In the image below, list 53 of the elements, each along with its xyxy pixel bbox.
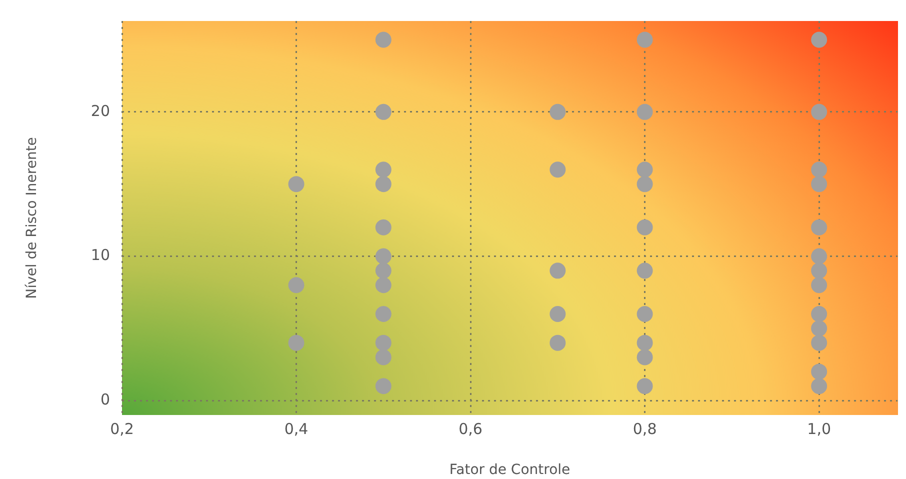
point bbox=[636, 334, 653, 351]
point bbox=[636, 176, 653, 192]
x-tick-label: 0,8 bbox=[632, 420, 657, 438]
x-tick-label: 1,0 bbox=[807, 420, 832, 438]
x-axis-title: Fator de Controle bbox=[449, 462, 570, 478]
point bbox=[811, 176, 828, 192]
point bbox=[375, 219, 392, 236]
point bbox=[550, 306, 566, 322]
point bbox=[811, 104, 828, 120]
point bbox=[375, 334, 392, 351]
point bbox=[811, 32, 828, 48]
point bbox=[375, 378, 392, 394]
point bbox=[636, 349, 653, 366]
point bbox=[375, 32, 392, 48]
y-tick-label: 10 bbox=[90, 246, 110, 264]
point bbox=[811, 378, 828, 394]
point bbox=[375, 176, 392, 192]
point bbox=[811, 248, 828, 264]
point bbox=[550, 104, 566, 120]
point bbox=[375, 104, 392, 120]
point bbox=[636, 104, 653, 120]
point bbox=[811, 306, 828, 322]
point bbox=[550, 334, 566, 351]
y-tick-label: 0 bbox=[100, 390, 110, 408]
point bbox=[288, 277, 304, 294]
point bbox=[375, 306, 392, 322]
point bbox=[636, 219, 653, 236]
point bbox=[375, 262, 392, 279]
point bbox=[636, 262, 653, 279]
point bbox=[375, 248, 392, 264]
point bbox=[811, 262, 828, 279]
point bbox=[375, 277, 392, 294]
y-axis-title: Nível de Risco Inerente bbox=[24, 137, 40, 299]
point bbox=[636, 378, 653, 394]
point bbox=[288, 334, 304, 351]
x-tick-label: 0,6 bbox=[458, 420, 482, 438]
y-tick-label: 20 bbox=[90, 102, 110, 120]
point bbox=[550, 162, 566, 178]
x-tick-label: 0,2 bbox=[110, 420, 134, 438]
point bbox=[811, 334, 828, 351]
point bbox=[811, 219, 828, 236]
point bbox=[636, 162, 653, 178]
point bbox=[550, 262, 566, 279]
x-tick-label: 0,4 bbox=[284, 420, 308, 438]
point bbox=[636, 32, 653, 48]
point bbox=[811, 277, 828, 294]
point bbox=[375, 349, 392, 366]
point bbox=[811, 320, 828, 336]
point bbox=[636, 306, 653, 322]
point bbox=[811, 364, 828, 380]
point bbox=[811, 162, 828, 178]
point bbox=[375, 162, 392, 178]
point bbox=[288, 176, 304, 192]
